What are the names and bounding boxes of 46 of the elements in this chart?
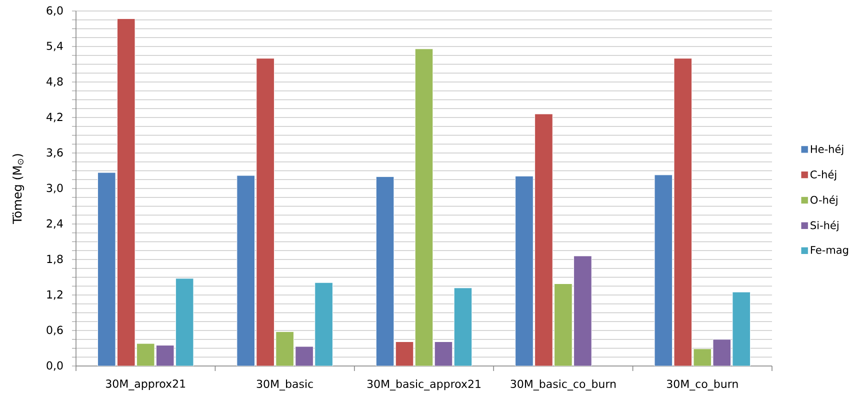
bar [674, 58, 692, 366]
bar [314, 282, 333, 366]
bar [395, 341, 414, 366]
bar [693, 348, 712, 366]
bar [654, 174, 673, 366]
bar [236, 175, 255, 366]
x-tick-label: 30M_basic_co_burn [510, 380, 616, 390]
bar [554, 284, 572, 366]
bar [116, 18, 136, 366]
bar [175, 278, 194, 366]
y-axis-title: Tömeg (M$_{⊙}$) [12, 154, 24, 224]
x-tick-label: 30M_approx21 [106, 380, 186, 390]
x-tick-label: 30M_co_burn [666, 380, 738, 390]
x-tick-label: 30M_basic [256, 380, 313, 390]
bar [256, 58, 274, 366]
bar [414, 48, 434, 366]
y-tick-label: 1,2 [47, 290, 62, 300]
legend-label: C-héj [810, 170, 836, 180]
y-tick-label: 6,0 [46, 6, 63, 16]
bar [434, 341, 453, 366]
bar [515, 176, 534, 366]
bar [156, 345, 174, 366]
y-tick-label: 3,6 [46, 148, 63, 158]
legend-label: O-héj [810, 195, 838, 206]
bar [712, 339, 732, 366]
bar [376, 176, 394, 366]
y-tick-label: 3,0 [46, 184, 63, 194]
y-tick-label: 0,0 [46, 361, 63, 371]
y-tick-label: 2,4 [46, 219, 63, 229]
bar [574, 256, 592, 366]
legend-label: Fe-mag [810, 246, 848, 256]
bar [454, 288, 472, 366]
bar [534, 114, 553, 366]
bar [295, 346, 314, 366]
y-tick-label: 0,6 [46, 326, 63, 336]
y-tick-label: 5,4 [46, 42, 63, 52]
bar [97, 172, 116, 366]
bar [276, 331, 294, 366]
x-tick-label: 30M_basic_approx21 [367, 380, 480, 390]
bar [732, 292, 751, 366]
y-tick-label: 4,2 [46, 112, 62, 122]
legend-label: He-héj [810, 144, 844, 156]
bar [136, 343, 155, 366]
legend-label: Si-héj [810, 220, 838, 232]
y-tick-label: 4,8 [46, 77, 63, 87]
y-tick-label: 1,8 [47, 254, 63, 264]
